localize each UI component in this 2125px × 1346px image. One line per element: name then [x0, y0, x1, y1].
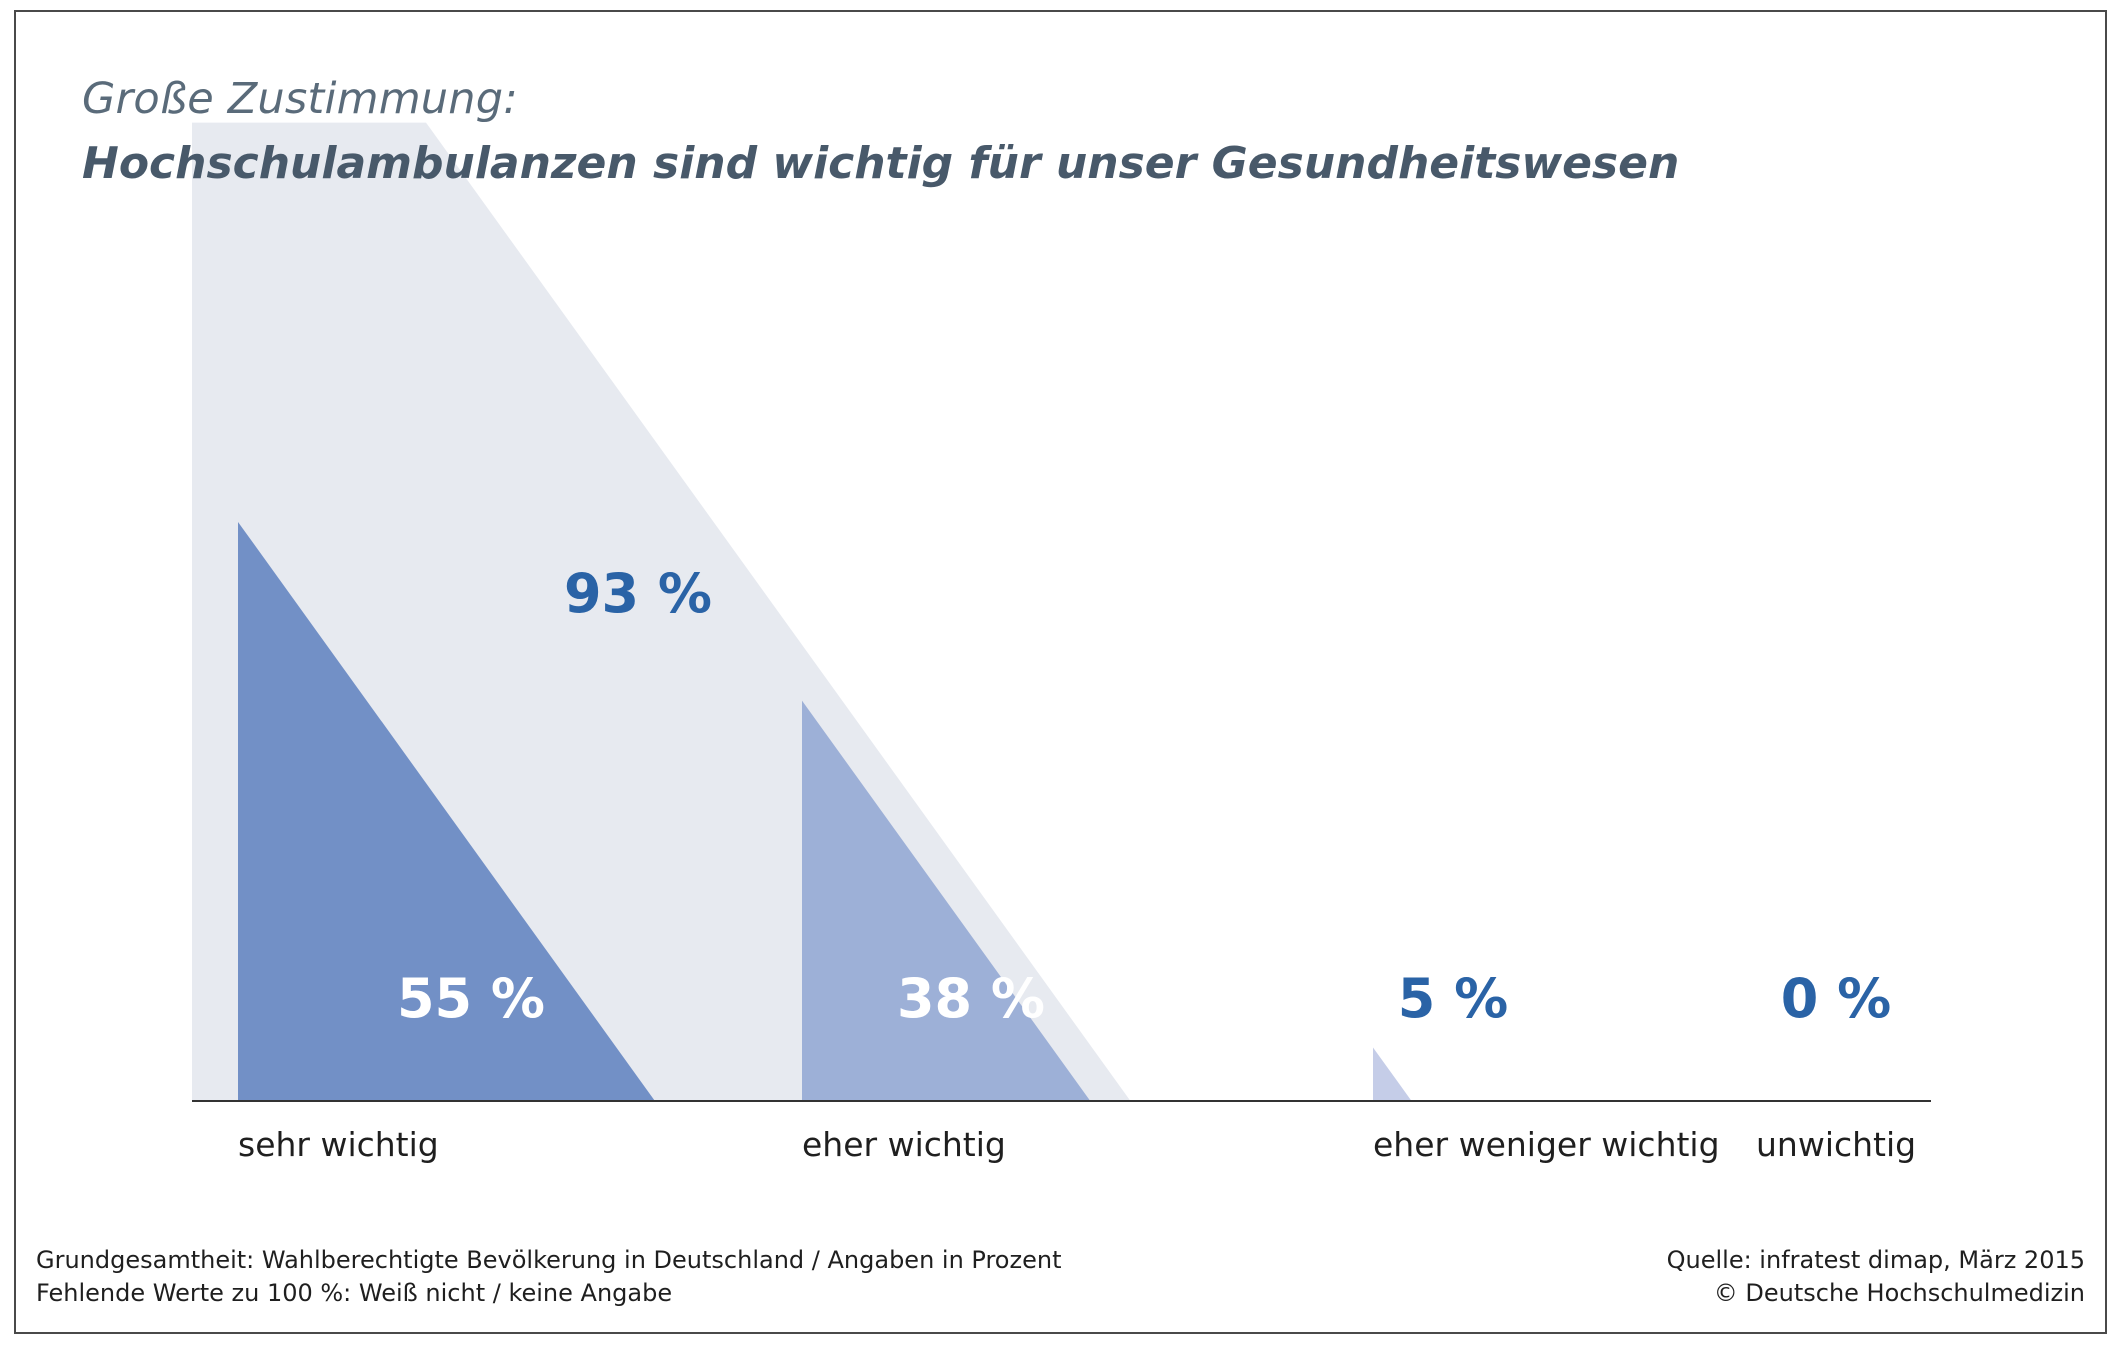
value-label: 5 % [1398, 967, 1508, 1030]
category-label: eher wichtig [802, 1125, 1006, 1164]
value-label: 0 % [1781, 967, 1891, 1030]
category-label: eher weniger wichtig [1373, 1125, 1720, 1164]
bars-layer [238, 521, 1411, 1100]
chart-title-line-1: Große Zustimmung: [82, 74, 518, 124]
bar-sehr-wichtig [238, 521, 655, 1100]
value-label: 55 % [397, 967, 545, 1030]
footer-copyright: © Deutsche Hochschulmedizin [1713, 1279, 2085, 1307]
footer-base-population: Grundgesamtheit: Wahlberechtigte Bevölke… [36, 1246, 1062, 1274]
bar-eher-wichtig [802, 700, 1090, 1100]
footer-note: Grundgesamtheit: Wahlberechtigte Bevölke… [36, 1244, 1061, 1310]
value-label: 38 % [897, 967, 1045, 1030]
footer-missing-values: Fehlende Werte zu 100 %: Weiß nicht / ke… [36, 1279, 673, 1307]
footer-source: Quelle: infratest dimap, März 2015 © Deu… [1667, 1244, 2085, 1310]
labels-layer: 55 % sehr wichtig 38 % eher wichtig 5 % eher … [238, 967, 1916, 1164]
chart-frame: 93 % 55 % sehr wichtig 38 % eher wichtig 5 %… [14, 10, 2107, 1334]
category-label: unwichtig [1756, 1125, 1916, 1164]
footer-source-line: Quelle: infratest dimap, März 2015 [1666, 1246, 2085, 1274]
total-value-label: 93 % [564, 562, 712, 625]
bar-eher-weniger-wichtig [1373, 1047, 1411, 1100]
category-label: sehr wichtig [238, 1125, 439, 1164]
chart-title-line-2: Hochschulambulanzen sind wichtig für uns… [82, 138, 1680, 189]
chart-svg: 93 % 55 % sehr wichtig 38 % eher wichtig 5 %… [192, 122, 1931, 1164]
